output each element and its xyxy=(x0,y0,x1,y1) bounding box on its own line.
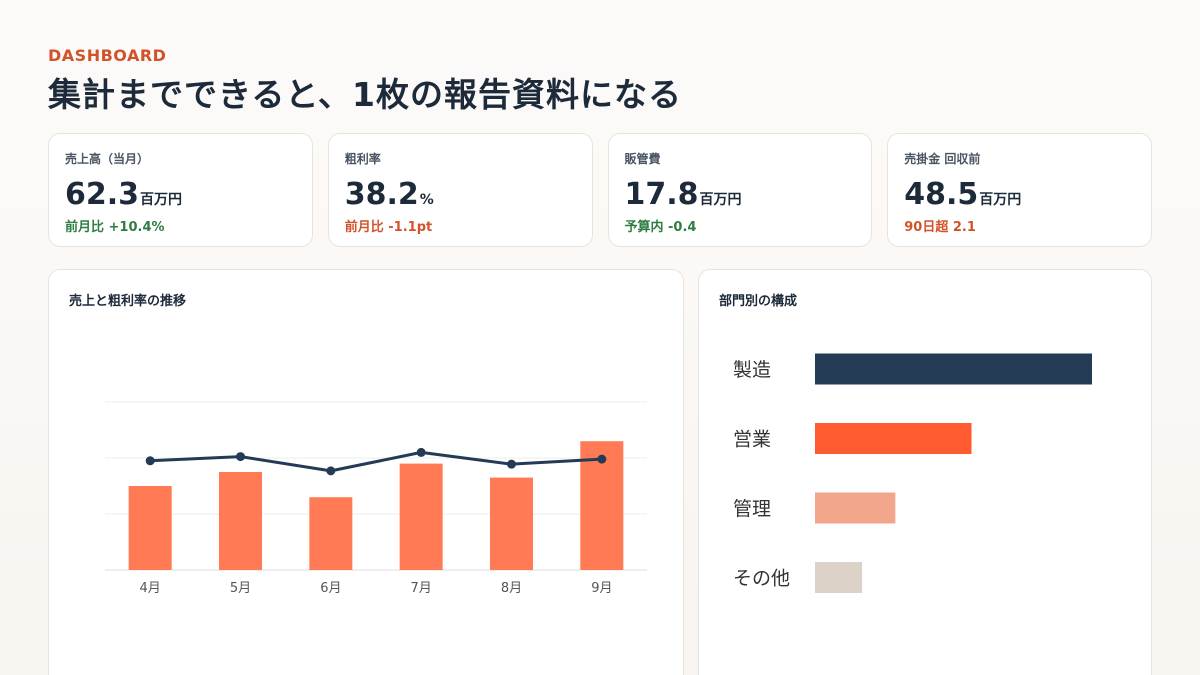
kpi-value: 62.3 xyxy=(65,177,140,212)
line-point-8月 xyxy=(507,459,516,469)
dept-label: 営業 xyxy=(733,429,771,451)
dept-label: 管理 xyxy=(733,498,771,520)
kpi-label: 粗利率 xyxy=(344,152,381,166)
kpi-card-sga: 販管費 17.8 百万円 予算内 -0.4 xyxy=(607,133,873,247)
bar-8月 xyxy=(490,477,533,570)
kpi-label: 売上高（当月） xyxy=(65,152,150,166)
page-title: 集計までできると、1枚の報告資料になる xyxy=(48,75,682,114)
margin-line xyxy=(150,450,602,473)
line-point-7月 xyxy=(416,447,426,457)
x-tick-label: 4月 xyxy=(140,581,161,596)
line-point-9月 xyxy=(597,454,607,464)
kpi-row: 売上高（当月） 62.3 百万円 前月比 +10.4% 粗利率 38.2% 前月比… xyxy=(48,133,1152,247)
x-tick-label: 9月 xyxy=(591,581,612,596)
x-tick-label: 5月 xyxy=(230,581,251,596)
x-tick-label: 8月 xyxy=(501,581,522,596)
kpi-delta: 前月比 +10.4% xyxy=(65,220,165,235)
kpi-unit: 百万円 xyxy=(699,192,742,208)
line-point-6月 xyxy=(326,466,336,476)
dept-bar-管理 xyxy=(815,492,896,524)
kpi-unit: 百万円 xyxy=(979,192,1022,208)
kpi-unit: 百万円 xyxy=(140,192,183,208)
kpi-delta: 90日超 2.1 xyxy=(904,220,976,235)
chart-title: 部門別の構成 xyxy=(719,294,798,309)
line-point-5月 xyxy=(236,452,245,462)
dept-label: その他 xyxy=(733,568,790,590)
kpi-value: 48.5 xyxy=(904,177,979,212)
kpi-card-gross-margin: 粗利率 38.2% 前月比 -1.1pt xyxy=(327,133,593,247)
bar-6月 xyxy=(309,497,353,570)
kpi-label: 販管費 xyxy=(624,152,661,166)
dept-chart-panel: 部門別の構成 製造営業管理その他 xyxy=(698,269,1152,675)
bar-4月 xyxy=(128,486,172,570)
dept-bar-営業 xyxy=(815,423,972,454)
bar-7月 xyxy=(399,463,443,570)
eyebrow-label: DASHBOARD xyxy=(48,46,167,65)
x-tick-label: 7月 xyxy=(411,581,432,596)
bar-5月 xyxy=(219,472,262,570)
kpi-value: 17.8 xyxy=(624,177,699,212)
kpi-card-receivables: 売掛金 回収前 48.5 百万円 90日超 2.1 xyxy=(887,133,1152,247)
x-tick-label: 6月 xyxy=(320,581,341,596)
kpi-value: 38.2 xyxy=(344,177,419,212)
dept-bar-製造 xyxy=(815,353,1092,385)
dept-label: 製造 xyxy=(733,359,771,381)
kpi-delta: 予算内 -0.4 xyxy=(624,220,697,235)
trend-chart: 4月 5月 6月 7月 8月 9月 xyxy=(105,401,647,596)
dept-bar-その他 xyxy=(815,562,863,593)
trend-chart-panel: 売上と粗利率の推移 4月 5月 6月 7月 8月 9月 xyxy=(48,269,684,675)
line-point-4月 xyxy=(145,456,155,466)
kpi-delta: 前月比 -1.1pt xyxy=(344,220,433,235)
kpi-unit: % xyxy=(419,192,434,208)
kpi-label: 売掛金 回収前 xyxy=(904,152,981,166)
chart-title: 売上と粗利率の推移 xyxy=(69,294,187,309)
kpi-card-sales: 売上高（当月） 62.3 百万円 前月比 +10.4% xyxy=(48,133,313,247)
